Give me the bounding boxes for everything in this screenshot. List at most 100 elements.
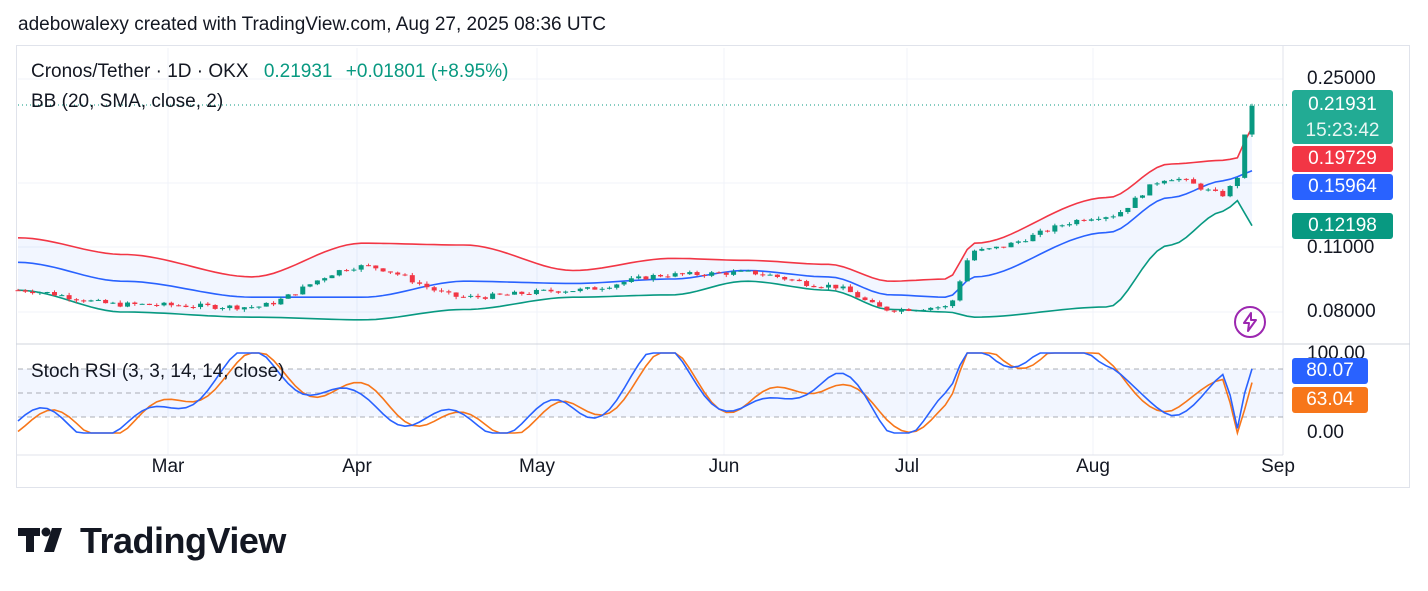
candle-body [292,294,298,296]
candle [1249,103,1255,137]
candle [825,282,831,290]
candle [877,300,883,307]
candle [614,283,620,290]
candle-body [1139,195,1145,198]
candle [1037,228,1043,238]
candle [1161,180,1167,185]
candle [431,286,437,293]
candle-body [409,275,415,283]
candle [869,298,875,303]
candle-body [519,291,525,294]
stoch-legend[interactable]: Stoch RSI (3, 3, 14, 14, close) [31,361,285,382]
stoch-k-tag: 80.07 [1292,358,1368,384]
bb-upper-tag: 0.19729 [1292,146,1393,172]
candle-body [738,270,744,272]
candle-body [351,269,357,271]
candle-body [468,295,474,297]
candle [738,269,744,272]
candle-body [344,270,350,272]
candle-body [658,274,664,277]
candle [804,279,810,288]
candle [884,306,890,312]
candle [1242,134,1248,179]
candle-body [154,304,160,306]
candle-body [1249,105,1255,135]
candle [1030,232,1036,242]
last-price-tag: 0.21931 15:23:42 [1292,90,1393,144]
candle [1125,207,1131,214]
candle-body [37,292,43,294]
candle-body [1242,134,1248,178]
candle-body [869,299,875,303]
candle-body [942,306,948,308]
candle-body [1212,189,1218,191]
candle-body [1030,234,1036,242]
bb-lower-tag: 0.12198 [1292,213,1393,239]
candle-body [227,305,233,309]
candle [628,275,634,283]
candle-body [1234,177,1240,187]
candle [694,270,700,277]
candle [190,305,196,310]
stoch-d-tag: 63.04 [1292,387,1368,413]
candle-body [44,292,50,294]
candle-body [570,291,576,293]
candle [774,274,780,279]
candle [760,271,766,277]
candle [446,289,452,295]
candle-body [1147,184,1153,196]
candle [241,307,247,312]
candle [37,291,43,296]
tradingview-logo[interactable]: TradingView [18,520,286,562]
candle [745,269,751,272]
candle-body [110,302,116,304]
candle-body [1125,207,1131,213]
candle [117,300,123,308]
candle-body [482,297,488,299]
candle [468,293,474,299]
symbol-name: Cronos/Tether · 1D · OKX [31,61,249,82]
candle [380,268,386,272]
candle-body [986,248,992,250]
candle [103,299,109,304]
tradingview-logo-icon [18,527,62,552]
candle-body [59,295,65,297]
candle [1205,188,1211,192]
candle-body [1227,186,1233,197]
candle [957,279,963,302]
candle-body [1154,183,1160,185]
candle [533,288,539,296]
bb-legend[interactable]: BB (20, SMA, close, 2) [31,91,224,112]
lightning-icon[interactable] [1234,306,1266,338]
candle-body [380,268,386,272]
symbol-legend[interactable]: Cronos/Tether · 1D · OKX 0.21931 +0.0180… [31,61,508,83]
candle [913,309,919,312]
chart-frame[interactable] [16,45,1410,488]
candle-body [30,291,36,294]
candle-body [855,292,861,298]
bb-basis-tag: 0.15964 [1292,174,1393,200]
bb-upper-line [17,127,1253,283]
candle [256,306,262,310]
candle [314,280,320,286]
candle [1220,189,1226,197]
candle [1176,177,1182,182]
candle [300,284,306,295]
candle-body [818,287,824,289]
candle-body [752,270,758,275]
candle-body [285,294,291,299]
candle [1103,216,1109,222]
candle [672,271,678,278]
candle-body [1103,217,1109,219]
candle [154,303,160,307]
candle [15,288,21,292]
candle [365,263,371,267]
time-axis-label: Sep [1261,456,1295,477]
candle [599,287,605,292]
candle [592,286,598,290]
candle [526,292,532,295]
time-axis-label: May [519,456,555,477]
candle-body [205,303,211,306]
candle-body [490,293,496,299]
